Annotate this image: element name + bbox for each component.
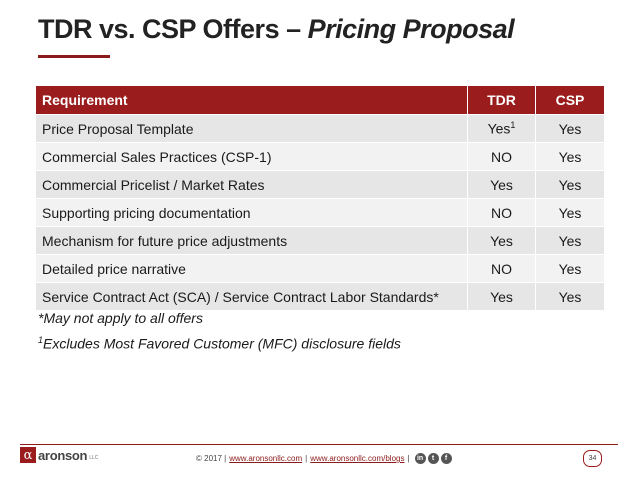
cell-csp: Yes (535, 170, 605, 199)
title-main: TDR vs. CSP Offers – (38, 14, 308, 44)
header-requirement: Requirement (35, 85, 468, 115)
table-row: Commercial Pricelist / Market Rates Yes … (35, 170, 605, 199)
cell-csp: Yes (535, 226, 605, 255)
twitter-icon[interactable]: t (427, 453, 439, 464)
cell-tdr-value: Yes (487, 120, 511, 137)
logo-text: aronson (38, 447, 88, 463)
blogs-link[interactable]: www.aronsonllc.com/blogs (310, 454, 405, 463)
footnotes: *May not apply to all offers 1Excludes M… (38, 307, 401, 355)
footnote-one-text: Excludes Most Favored Customer (MFC) dis… (43, 335, 401, 352)
cell-requirement: Mechanism for future price adjustments (35, 226, 468, 255)
separator: | (407, 454, 410, 463)
table-row: Supporting pricing documentation NO Yes (35, 198, 605, 227)
cell-requirement: Price Proposal Template (35, 114, 468, 143)
slide-title: TDR vs. CSP Offers – Pricing Proposal (38, 14, 515, 45)
cell-requirement: Supporting pricing documentation (35, 198, 468, 227)
cell-csp: Yes (535, 282, 605, 311)
table-row: Price Proposal Template Yes1 Yes (35, 114, 605, 143)
footnote-one: 1Excludes Most Favored Customer (MFC) di… (38, 329, 401, 355)
cell-tdr: Yes (467, 226, 536, 255)
footnote-marker: 1 (510, 120, 516, 131)
linkedin-icon[interactable]: in (414, 453, 426, 464)
footer-divider (20, 444, 618, 445)
cell-csp: Yes (535, 142, 605, 171)
cell-requirement: Commercial Pricelist / Market Rates (35, 170, 468, 199)
copyright: © 2017 | (196, 454, 227, 463)
cell-requirement: Commercial Sales Practices (CSP-1) (35, 142, 468, 171)
table-header-row: Requirement TDR CSP (35, 85, 605, 115)
cell-tdr: Yes (467, 282, 536, 311)
footnote-marker: 1 (38, 335, 44, 345)
table-row: Mechanism for future price adjustments Y… (35, 226, 605, 255)
footer-links: © 2017 | www.aronsonllc.com | www.aronso… (196, 453, 452, 464)
header-tdr: TDR (467, 85, 536, 115)
cell-tdr: NO (467, 142, 536, 171)
title-italic: Pricing Proposal (307, 14, 515, 44)
facebook-icon[interactable]: f (440, 453, 452, 464)
cell-tdr: NO (467, 254, 536, 283)
company-logo: α aronson LLC (20, 447, 98, 463)
logo-alpha-icon: α (20, 447, 36, 463)
separator: | (305, 454, 308, 463)
cell-csp: Yes (535, 254, 605, 283)
cell-tdr: NO (467, 198, 536, 227)
cell-requirement: Detailed price narrative (35, 254, 468, 283)
title-underline (38, 55, 110, 58)
social-links: in t f (414, 453, 452, 464)
table-row: Detailed price narrative NO Yes (35, 254, 605, 283)
header-csp: CSP (535, 85, 605, 115)
table-row: Commercial Sales Practices (CSP-1) NO Ye… (35, 142, 605, 171)
logo-suffix: LLC (89, 455, 99, 461)
pricing-table: Requirement TDR CSP Price Proposal Templ… (35, 85, 605, 311)
cell-tdr: Yes1 (467, 114, 536, 143)
table-row: Service Contract Act (SCA) / Service Con… (35, 282, 605, 311)
cell-requirement: Service Contract Act (SCA) / Service Con… (35, 282, 468, 311)
footnote-asterisk: *May not apply to all offers (38, 310, 203, 326)
cell-tdr: Yes (467, 170, 536, 199)
cell-csp: Yes (535, 198, 605, 227)
cell-csp: Yes (535, 114, 605, 143)
page-number: 34 (583, 450, 602, 467)
website-link[interactable]: www.aronsonllc.com (229, 454, 303, 463)
